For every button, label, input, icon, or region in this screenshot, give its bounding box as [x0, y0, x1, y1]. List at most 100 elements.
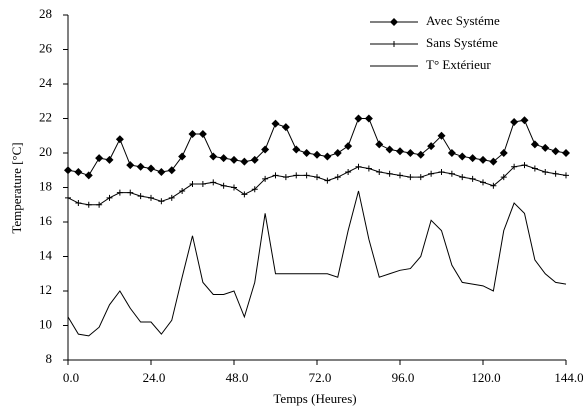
- marker: [292, 145, 301, 154]
- marker: [168, 194, 175, 201]
- marker: [500, 174, 507, 181]
- marker: [542, 168, 549, 175]
- marker: [65, 194, 71, 201]
- y-tick-label: 14: [39, 247, 53, 262]
- marker: [323, 152, 332, 161]
- legend-label: Avec Systéme: [426, 13, 500, 28]
- marker: [75, 200, 82, 207]
- x-axis-label: Temps (Heures): [273, 391, 356, 406]
- marker: [314, 174, 320, 181]
- x-tick-label: 72.0: [309, 370, 332, 385]
- marker: [416, 150, 425, 159]
- x-tick-label: 144.0: [554, 370, 583, 385]
- marker: [406, 149, 415, 157]
- marker: [511, 163, 518, 170]
- marker: [158, 198, 165, 205]
- marker: [333, 149, 342, 157]
- y-tick-label: 24: [39, 75, 53, 90]
- series-line: [67, 190, 567, 337]
- marker: [479, 155, 487, 164]
- marker: [241, 191, 248, 198]
- marker: [468, 154, 477, 163]
- marker: [552, 170, 559, 177]
- marker: [262, 175, 269, 182]
- marker: [126, 161, 135, 170]
- marker: [137, 193, 144, 200]
- marker: [510, 117, 519, 126]
- marker: [376, 168, 383, 175]
- marker: [179, 187, 186, 194]
- x-tick-label: 48.0: [226, 370, 249, 385]
- x-tick-label: 0.0: [63, 370, 79, 385]
- marker: [64, 166, 72, 175]
- marker: [293, 172, 300, 179]
- y-tick-label: 22: [39, 109, 52, 124]
- marker: [74, 167, 83, 176]
- marker: [345, 168, 352, 175]
- marker: [167, 166, 176, 175]
- y-axis-label: Temperature [°C]: [9, 142, 24, 233]
- marker: [85, 201, 92, 208]
- marker: [324, 177, 331, 184]
- marker: [250, 155, 259, 164]
- y-tick-label: 16: [39, 213, 53, 228]
- marker: [417, 174, 424, 181]
- marker: [459, 174, 466, 181]
- y-tick-label: 12: [39, 282, 52, 297]
- marker: [178, 152, 187, 161]
- legend-label: Sans Systéme: [426, 35, 498, 50]
- series-line: [67, 164, 567, 206]
- x-tick-label: 96.0: [392, 370, 415, 385]
- marker: [282, 174, 289, 181]
- marker: [437, 131, 446, 140]
- marker: [458, 152, 467, 161]
- marker: [531, 165, 538, 172]
- x-tick-label: 24.0: [143, 370, 166, 385]
- marker: [220, 182, 227, 189]
- marker: [334, 174, 341, 181]
- marker: [198, 130, 207, 139]
- marker: [397, 172, 403, 179]
- marker: [95, 154, 104, 163]
- marker: [230, 155, 238, 164]
- marker: [354, 114, 363, 123]
- marker: [427, 142, 436, 151]
- marker: [127, 189, 134, 196]
- marker: [302, 149, 311, 157]
- marker: [210, 179, 217, 186]
- marker: [390, 18, 398, 26]
- x-tick-label: 120.0: [471, 370, 500, 385]
- marker: [428, 170, 435, 177]
- marker: [562, 149, 570, 157]
- marker: [209, 152, 218, 161]
- marker: [313, 150, 321, 159]
- marker: [480, 179, 486, 186]
- marker: [396, 147, 404, 156]
- marker: [271, 119, 280, 128]
- marker: [116, 189, 123, 196]
- marker: [375, 140, 384, 149]
- marker: [188, 130, 197, 139]
- marker: [448, 170, 455, 177]
- y-tick-label: 10: [39, 316, 52, 331]
- marker: [520, 116, 529, 125]
- marker: [530, 140, 539, 149]
- marker: [391, 41, 397, 47]
- marker: [365, 165, 372, 172]
- marker: [148, 194, 154, 201]
- marker: [261, 145, 270, 154]
- marker: [489, 157, 498, 166]
- marker: [551, 147, 560, 156]
- marker: [219, 154, 228, 163]
- marker: [521, 162, 528, 169]
- marker: [407, 174, 414, 181]
- marker: [344, 142, 353, 151]
- marker: [364, 114, 373, 123]
- marker: [272, 172, 279, 179]
- marker: [386, 170, 393, 177]
- marker: [147, 164, 155, 173]
- marker: [84, 171, 93, 180]
- marker: [157, 167, 166, 176]
- marker: [251, 186, 258, 193]
